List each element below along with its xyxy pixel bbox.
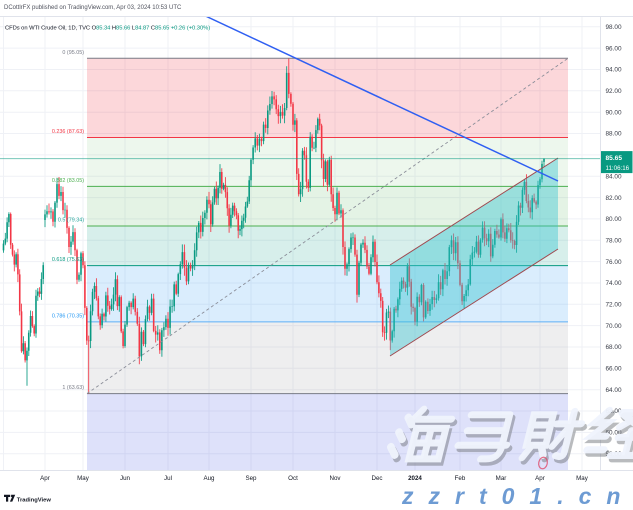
- svg-text:DCottlrFX published on Trading: DCottlrFX published on TradingView.com, …: [4, 5, 182, 11]
- svg-text:74.00: 74.00: [606, 280, 622, 287]
- svg-text:0 (95.05): 0 (95.05): [62, 50, 84, 56]
- svg-text:90.00: 90.00: [606, 109, 622, 116]
- svg-text:Sep: Sep: [245, 475, 257, 482]
- svg-text:70.00: 70.00: [606, 323, 622, 330]
- svg-text:82.00: 82.00: [606, 195, 622, 202]
- svg-text:96.00: 96.00: [606, 45, 622, 52]
- svg-text:72.00: 72.00: [606, 302, 622, 309]
- svg-text:zzrt01.cn: zzrt01.cn: [401, 483, 633, 509]
- svg-text:0.236 (87.63): 0.236 (87.63): [52, 129, 84, 135]
- svg-text:0.786 (70.35): 0.786 (70.35): [52, 313, 84, 319]
- svg-text:76.00: 76.00: [606, 259, 622, 266]
- svg-text:64.00: 64.00: [606, 387, 622, 394]
- svg-text:80.00: 80.00: [606, 216, 622, 223]
- svg-text:Dec: Dec: [371, 475, 382, 482]
- svg-text:98.00: 98.00: [606, 24, 622, 31]
- svg-text:11:06:16: 11:06:16: [606, 165, 630, 172]
- svg-text:0.5 (79.34): 0.5 (79.34): [58, 218, 84, 224]
- svg-text:60.00: 60.00: [606, 430, 622, 437]
- svg-text:Aug: Aug: [203, 475, 215, 482]
- svg-text:66.00: 66.00: [606, 366, 622, 373]
- svg-text:Feb: Feb: [455, 475, 466, 482]
- svg-text:0.618 (75.63): 0.618 (75.63): [52, 257, 84, 263]
- svg-text:84.00: 84.00: [606, 173, 622, 180]
- svg-text:78.00: 78.00: [606, 238, 622, 245]
- svg-text:Nov: Nov: [329, 475, 341, 482]
- svg-text:88.00: 88.00: [606, 131, 622, 138]
- svg-text:92.00: 92.00: [606, 88, 622, 95]
- svg-text:1 (63.63): 1 (63.63): [62, 385, 84, 391]
- svg-text:Apr: Apr: [40, 475, 50, 482]
- svg-text:Apr: Apr: [535, 475, 545, 482]
- svg-text:94.00: 94.00: [606, 67, 622, 74]
- svg-text:68.00: 68.00: [606, 344, 622, 351]
- svg-text:Oct: Oct: [288, 475, 298, 482]
- svg-text:85.65: 85.65: [606, 155, 623, 162]
- svg-text:TradingView: TradingView: [17, 497, 52, 503]
- svg-text:2024: 2024: [408, 475, 422, 482]
- svg-text:Mar: Mar: [496, 475, 507, 482]
- svg-text:0.382 (83.05): 0.382 (83.05): [52, 178, 84, 184]
- svg-text:May: May: [77, 475, 90, 482]
- svg-text:Jun: Jun: [120, 475, 131, 482]
- svg-text:CFDs on WTI Crude Oil, 1D, TVC: CFDs on WTI Crude Oil, 1D, TVC O85.34 H8…: [5, 26, 210, 32]
- svg-text:May: May: [576, 475, 589, 482]
- svg-text:Jul: Jul: [164, 475, 172, 482]
